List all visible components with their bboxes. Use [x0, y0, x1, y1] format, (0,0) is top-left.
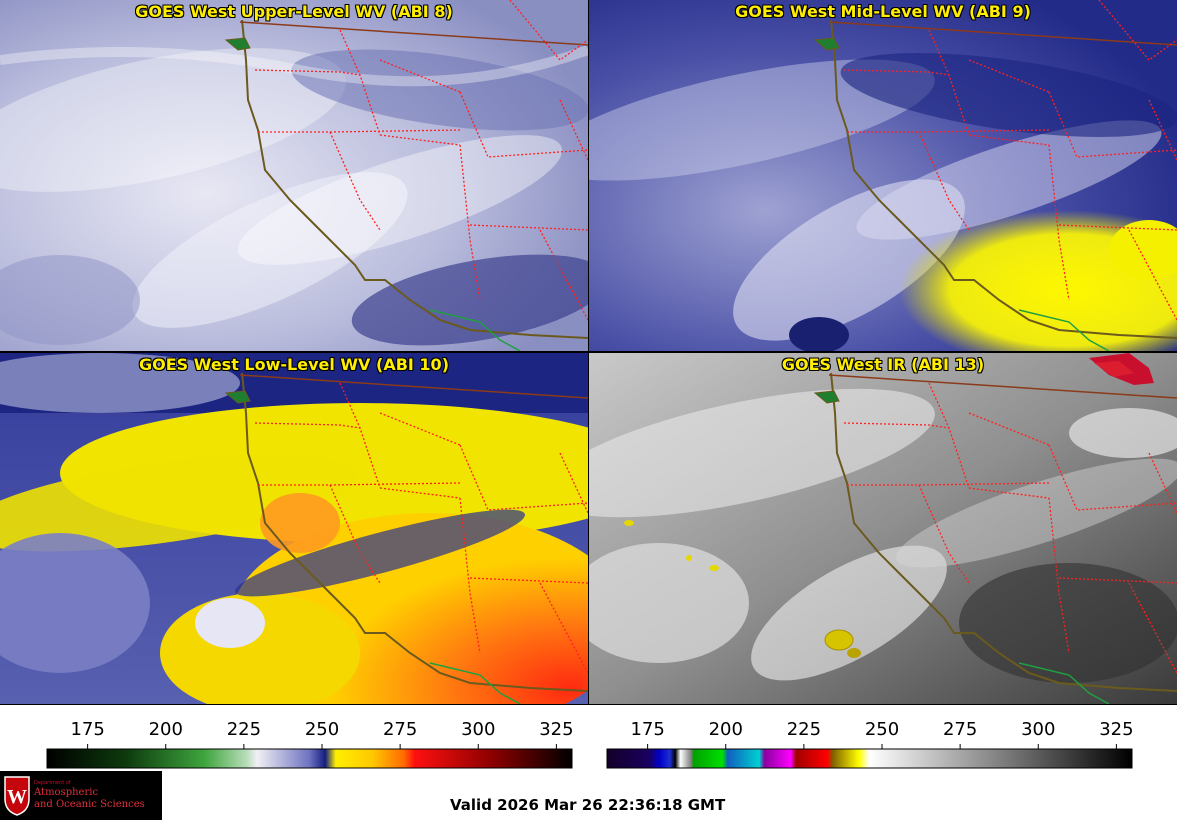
wv-colorbar-tick-label: 250 — [305, 719, 339, 740]
wv-colorbar-tick-label: 225 — [227, 719, 261, 740]
uw-crest-icon: W — [4, 776, 30, 816]
valid-time: Valid 2026 Mar 26 22:36:18 GMT — [450, 796, 726, 814]
upper-level-wv-title: GOES West Upper-Level WV (ABI 8) — [135, 2, 453, 21]
ir-colorbar-tick-label: 225 — [787, 719, 821, 740]
upper-level-wv-image — [0, 0, 588, 351]
wv-colorbar-tick-label: 325 — [539, 719, 573, 740]
ir-colorbar-tick-label: 275 — [943, 719, 977, 740]
wv-colorbar-tick-label: 200 — [149, 719, 183, 740]
panel-divider-bottom — [0, 704, 1177, 705]
logo-name-line1: Atmospheric — [34, 787, 99, 798]
wv-colorbar-tick-label: 300 — [461, 719, 495, 740]
ir-colorbar-tick-label: 300 — [1021, 719, 1055, 740]
low-level-wv-panel: GOES West Low-Level WV (ABI 10) — [0, 353, 588, 704]
logo-department-label: Department of — [34, 780, 71, 786]
wv-colorbar-tick-label: 275 — [383, 719, 417, 740]
ir-colorbar-graphic: 175 200 225 250 275 300 325 — [606, 719, 1134, 769]
logo-name-line2: and Oceanic Sciences — [34, 799, 145, 810]
ir-colorbar-tick-label: 175 — [630, 719, 664, 740]
low-level-wv-title: GOES West Low-Level WV (ABI 10) — [138, 355, 449, 374]
wv-colorbar-graphic: 175 200 225 250 275 300 325 — [46, 719, 574, 769]
upper-level-wv-panel: GOES West Upper-Level WV (ABI 8) — [0, 0, 588, 351]
ir-colorbar: 175 200 225 250 275 300 325 — [600, 705, 1140, 770]
ir-colorbar-tick-label: 325 — [1099, 719, 1133, 740]
mid-level-wv-panel: GOES West Mid-Level WV (ABI 9) — [589, 0, 1177, 351]
aos-logo: W Department of Atmospheric and Oceanic … — [0, 771, 162, 820]
mid-level-wv-image — [589, 0, 1177, 351]
svg-text:W: W — [7, 786, 27, 808]
ir-colorbar-tick-label: 250 — [865, 719, 899, 740]
ir-image — [589, 353, 1177, 704]
wv-colorbar: 175 200 225 250 275 300 325 — [40, 705, 580, 770]
ir-colorbar-tick-label: 200 — [709, 719, 743, 740]
low-level-wv-image — [0, 353, 588, 704]
mid-level-wv-title: GOES West Mid-Level WV (ABI 9) — [735, 2, 1031, 21]
logo-department-name: Atmospheric and Oceanic Sciences — [34, 787, 162, 811]
ir-title: GOES West IR (ABI 13) — [781, 355, 985, 374]
ir-panel: GOES West IR (ABI 13) — [589, 353, 1177, 704]
wv-colorbar-tick-label: 175 — [70, 719, 104, 740]
panel-divider-horizontal — [0, 351, 1177, 353]
